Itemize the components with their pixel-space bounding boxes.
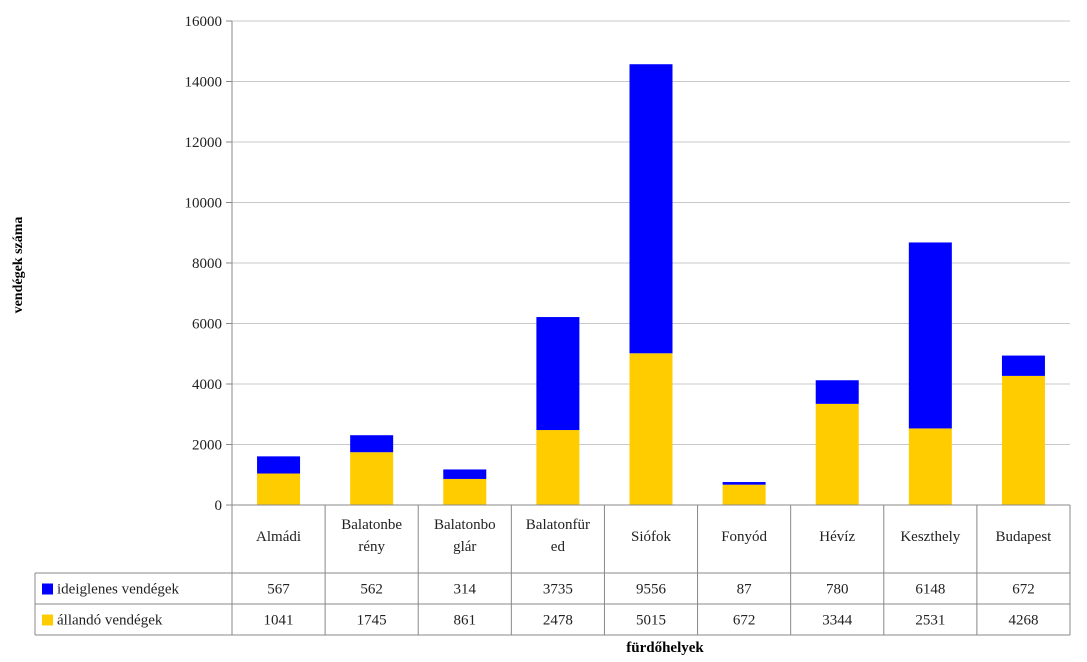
table-value: 6148 [915,582,945,598]
bar-ideiglenes [908,242,952,429]
x-category-label: Fonyód [721,529,767,545]
table-value: 562 [360,582,383,598]
bar-allando [257,473,301,505]
table-value: 5015 [636,613,666,629]
bar-allando [908,428,952,505]
bar-allando [629,353,673,505]
x-category-label: Siófok [631,529,672,545]
bar-ideiglenes [443,469,487,479]
table-value: 9556 [636,582,667,598]
y-tick-label: 14000 [185,75,223,91]
table-value: 861 [454,613,477,629]
y-tick-label: 12000 [185,135,223,151]
legend-swatch [42,614,53,626]
bars [257,64,1045,505]
y-tick-label: 4000 [192,377,222,393]
bar-allando [443,478,487,505]
bar-allando [350,452,394,505]
y-tick-label: 10000 [185,196,223,212]
y-axis-label: vendégek száma [11,217,26,314]
table-value: 672 [733,613,756,629]
x-axis-label: fürdőhelyek [626,640,704,656]
y-axis-ticks: 0 2000 4000 6000 8000 10000 12000 14000 16000 [185,14,233,514]
x-category-label: Balatonfür ed [526,517,590,555]
bar-allando [1001,375,1045,505]
x-category-label: Hévíz [819,529,855,545]
bar-ideiglenes [536,317,580,431]
bar-ideiglenes [722,482,766,485]
x-category-label: Balatonbo glár [434,517,496,555]
bar-ideiglenes [1001,355,1045,376]
table-value: 3344 [822,613,853,629]
bar-allando [815,403,859,505]
table-value: 1041 [264,613,294,629]
bar-ideiglenes [815,380,859,404]
x-category-label: Balatonbe rény [341,517,402,555]
y-tick-label: 8000 [192,256,222,272]
bar-ideiglenes [257,456,301,474]
table-value: 87 [737,582,753,598]
x-category-label: Keszthely [900,529,960,545]
y-tick-label: 16000 [185,14,223,30]
y-tick-label: 0 [215,498,223,514]
table-value: 672 [1012,582,1035,598]
bar-allando [536,430,580,505]
data-table: Almádi Balatonbe rény Balatonbo glár Balatonf… [34,504,1071,636]
bar-ideiglenes [350,435,394,453]
y-tick-label: 2000 [192,438,222,454]
x-category-label: Almádi [256,529,301,545]
bar-ideiglenes [629,64,673,354]
legend-swatch [42,583,53,595]
table-value: 1745 [357,613,387,629]
bar-allando [722,484,766,505]
table-value: 2531 [915,613,945,629]
y-tick-label: 6000 [192,317,222,333]
legend-label: ideiglenes vendégek [57,582,180,598]
table-value: 2478 [543,613,573,629]
x-category-label: Budapest [996,529,1053,545]
table-value: 780 [826,582,849,598]
table-value: 3735 [543,582,573,598]
table-value: 4268 [1008,613,1038,629]
table-value: 314 [454,582,477,598]
table-value: 567 [267,582,290,598]
legend-label: állandó vendégek [57,613,163,629]
